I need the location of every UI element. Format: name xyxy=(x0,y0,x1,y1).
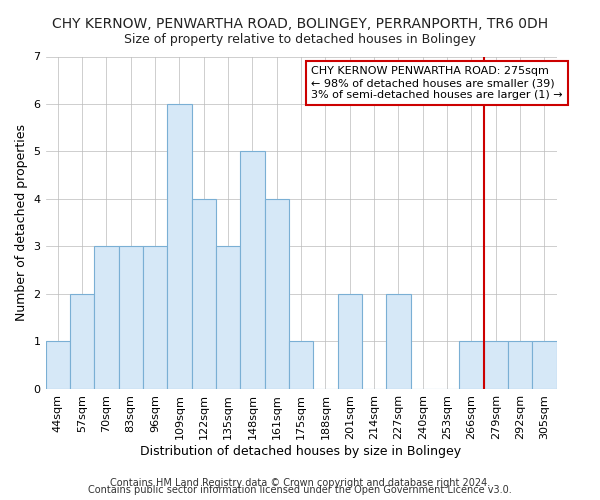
Bar xyxy=(532,342,557,389)
Bar xyxy=(338,294,362,389)
Bar xyxy=(46,342,70,389)
Text: CHY KERNOW PENWARTHA ROAD: 275sqm
← 98% of detached houses are smaller (39)
3% o: CHY KERNOW PENWARTHA ROAD: 275sqm ← 98% … xyxy=(311,66,563,100)
Bar xyxy=(386,294,410,389)
Bar xyxy=(167,104,191,389)
X-axis label: Distribution of detached houses by size in Bolingey: Distribution of detached houses by size … xyxy=(140,444,461,458)
Bar xyxy=(191,199,216,389)
Bar xyxy=(70,294,94,389)
Bar xyxy=(459,342,484,389)
Bar xyxy=(484,342,508,389)
Bar xyxy=(94,246,119,389)
Y-axis label: Number of detached properties: Number of detached properties xyxy=(15,124,28,321)
Text: Contains HM Land Registry data © Crown copyright and database right 2024.: Contains HM Land Registry data © Crown c… xyxy=(110,478,490,488)
Text: CHY KERNOW, PENWARTHA ROAD, BOLINGEY, PERRANPORTH, TR6 0DH: CHY KERNOW, PENWARTHA ROAD, BOLINGEY, PE… xyxy=(52,18,548,32)
Text: Size of property relative to detached houses in Bolingey: Size of property relative to detached ho… xyxy=(124,32,476,46)
Bar xyxy=(289,342,313,389)
Text: Contains public sector information licensed under the Open Government Licence v3: Contains public sector information licen… xyxy=(88,485,512,495)
Bar xyxy=(143,246,167,389)
Bar xyxy=(265,199,289,389)
Bar xyxy=(216,246,240,389)
Bar xyxy=(240,152,265,389)
Bar xyxy=(119,246,143,389)
Bar xyxy=(508,342,532,389)
